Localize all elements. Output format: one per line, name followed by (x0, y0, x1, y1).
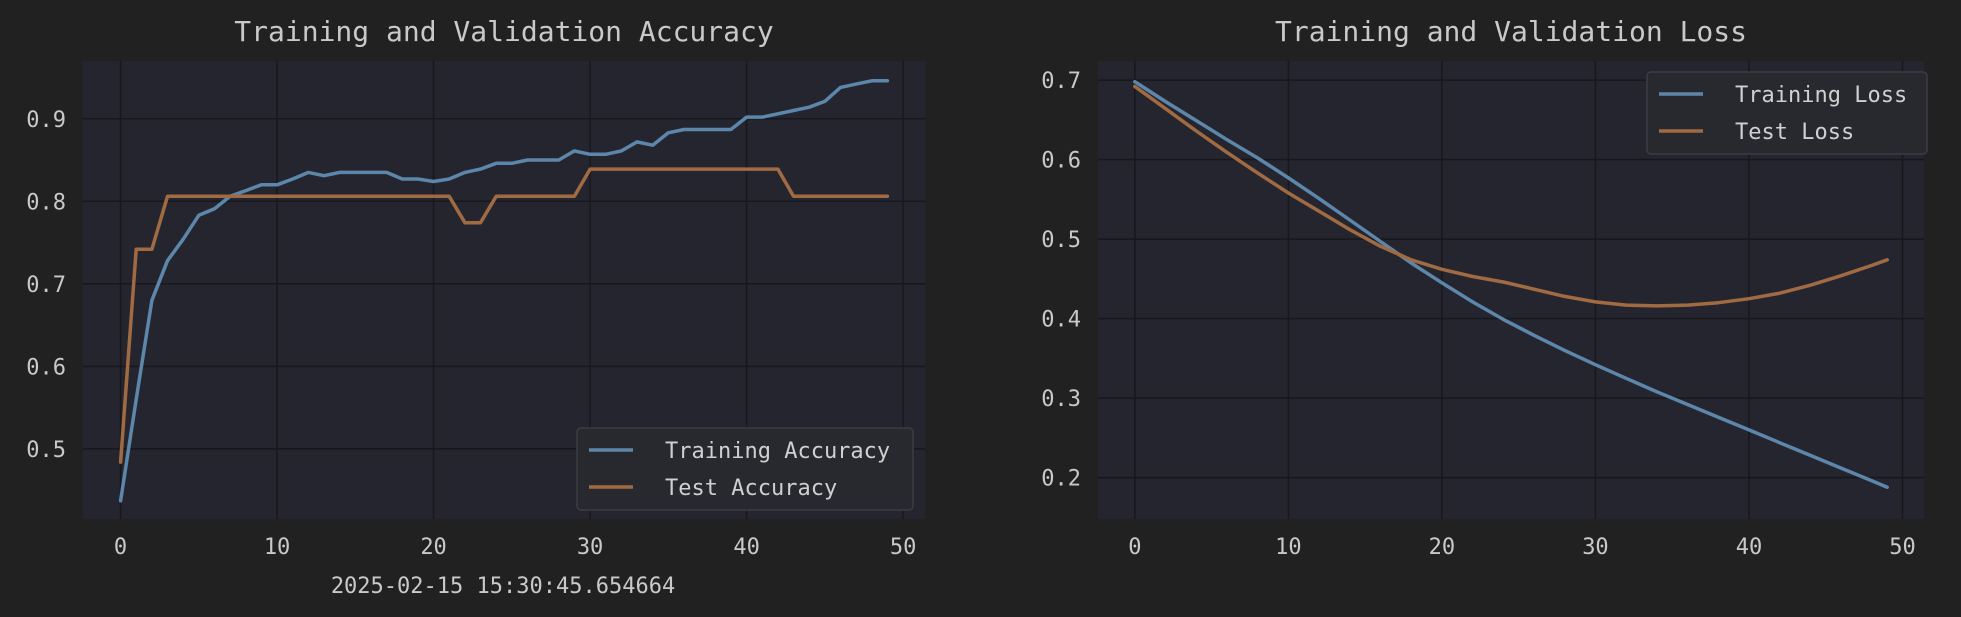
y-tick-label: 0.5 (26, 438, 66, 463)
y-tick-label: 0.7 (1041, 69, 1081, 94)
x-tick-label: 20 (1429, 535, 1456, 560)
x-tick-label: 40 (733, 535, 760, 560)
x-tick-label: 50 (1889, 535, 1916, 560)
chart-title: Training and Validation Loss (1275, 15, 1747, 48)
series-line-test-loss (1133, 84, 1889, 308)
x-tick-label: 30 (1582, 535, 1609, 560)
x-tick-label: 50 (890, 535, 917, 560)
y-tick-label: 0.3 (1041, 387, 1081, 412)
series-line-training-loss (1133, 79, 1889, 489)
legend-box (576, 427, 914, 511)
y-tick-label: 0.6 (1041, 149, 1081, 174)
x-tick-label: 40 (1736, 535, 1763, 560)
timestamp-label: 2025-02-15 15:30:45.654664 (331, 574, 675, 599)
y-tick-label: 0.9 (26, 108, 66, 133)
y-tick-label: 0.5 (1041, 228, 1081, 253)
legend: Training Loss Test Loss (1646, 71, 1928, 155)
x-tick-label: 10 (264, 535, 291, 560)
loss-chart: 0 10 20 30 40 50 0.2 0.3 0.4 0.5 0.6 0.7 Training an… (1041, 15, 1928, 560)
legend-label: Training Accuracy (665, 439, 890, 464)
legend-label: Test Accuracy (665, 476, 837, 501)
chart-title: Training and Validation Accuracy (234, 15, 773, 48)
x-tick-label: 30 (577, 535, 604, 560)
y-tick-label: 0.6 (26, 355, 66, 380)
x-tick-label: 0 (1128, 535, 1141, 560)
x-tick-label: 20 (420, 535, 447, 560)
y-tick-label: 0.4 (1041, 308, 1081, 333)
legend-label: Training Loss (1735, 83, 1907, 108)
legend: Training Accuracy Test Accuracy (576, 427, 914, 511)
legend-label: Test Loss (1735, 120, 1854, 145)
y-tick-label: 0.2 (1041, 467, 1081, 492)
y-tick-label: 0.7 (26, 273, 66, 298)
accuracy-chart: 0 10 20 30 40 50 0.5 0.6 0.7 0.8 0.9 Training and V… (26, 15, 925, 560)
legend-box (1646, 71, 1928, 155)
x-tick-label: 10 (1275, 535, 1302, 560)
series-line-test-accuracy (118, 167, 890, 464)
x-tick-label: 0 (114, 535, 127, 560)
series-line-training-accuracy (118, 79, 890, 503)
y-tick-label: 0.8 (26, 190, 66, 215)
